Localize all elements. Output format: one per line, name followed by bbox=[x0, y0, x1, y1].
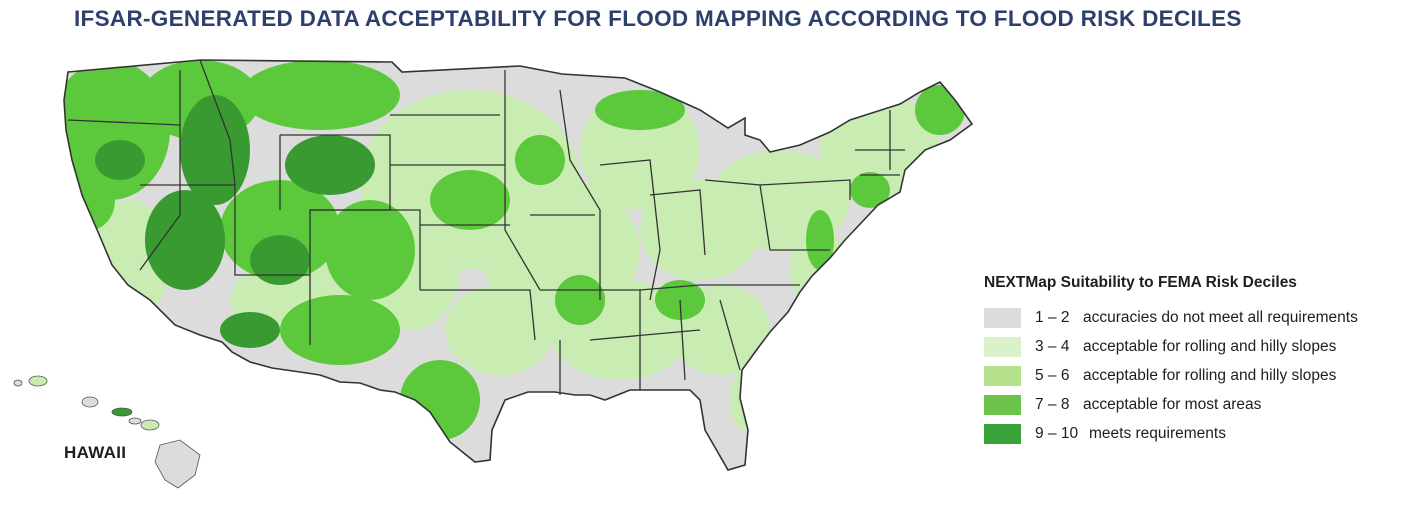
legend-description: acceptable for rolling and hilly slopes bbox=[1083, 366, 1337, 384]
map-title: IFSAR-GENERATED DATA ACCEPTABILITY FOR F… bbox=[74, 6, 1242, 31]
suitability-regions bbox=[64, 60, 965, 440]
hawaii-islands bbox=[13, 375, 201, 489]
state-borders bbox=[67, 59, 905, 395]
legend-item: 7 – 8 acceptable for most areas bbox=[984, 390, 1414, 419]
legend-item: 9 – 10 meets requirements bbox=[984, 419, 1414, 448]
legend-item: 1 – 2 accuracies do not meet all require… bbox=[984, 303, 1414, 332]
legend-range: 3 – 4 bbox=[1035, 337, 1070, 355]
legend-swatch bbox=[984, 307, 1021, 328]
legend: NEXTMap Suitability to FEMA Risk Deciles… bbox=[984, 274, 1414, 448]
legend-description: accuracies do not meet all requirements bbox=[1083, 308, 1358, 326]
legend-description: meets requirements bbox=[1089, 424, 1226, 442]
hawaii-label: HAWAII bbox=[64, 443, 127, 462]
legend-description: acceptable for rolling and hilly slopes bbox=[1083, 337, 1337, 355]
legend-swatch bbox=[984, 336, 1021, 357]
legend-title: NEXTMap Suitability to FEMA Risk Deciles bbox=[984, 274, 1297, 291]
legend-item: 3 – 4 acceptable for rolling and hilly s… bbox=[984, 332, 1414, 361]
legend-description: acceptable for most areas bbox=[1083, 395, 1262, 413]
bright-green-regions bbox=[64, 60, 965, 440]
legend-swatch bbox=[984, 394, 1021, 415]
legend-swatch bbox=[984, 365, 1021, 386]
legend-range: 9 – 10 bbox=[1035, 424, 1079, 442]
legend-range: 7 – 8 bbox=[1035, 395, 1070, 413]
dark-green-regions bbox=[95, 95, 375, 348]
legend-range: 5 – 6 bbox=[1035, 366, 1070, 384]
legend-item: 5 – 6 acceptable for rolling and hilly s… bbox=[984, 361, 1414, 390]
legend-range: 1 – 2 bbox=[1035, 308, 1070, 326]
legend-swatch bbox=[984, 423, 1021, 444]
